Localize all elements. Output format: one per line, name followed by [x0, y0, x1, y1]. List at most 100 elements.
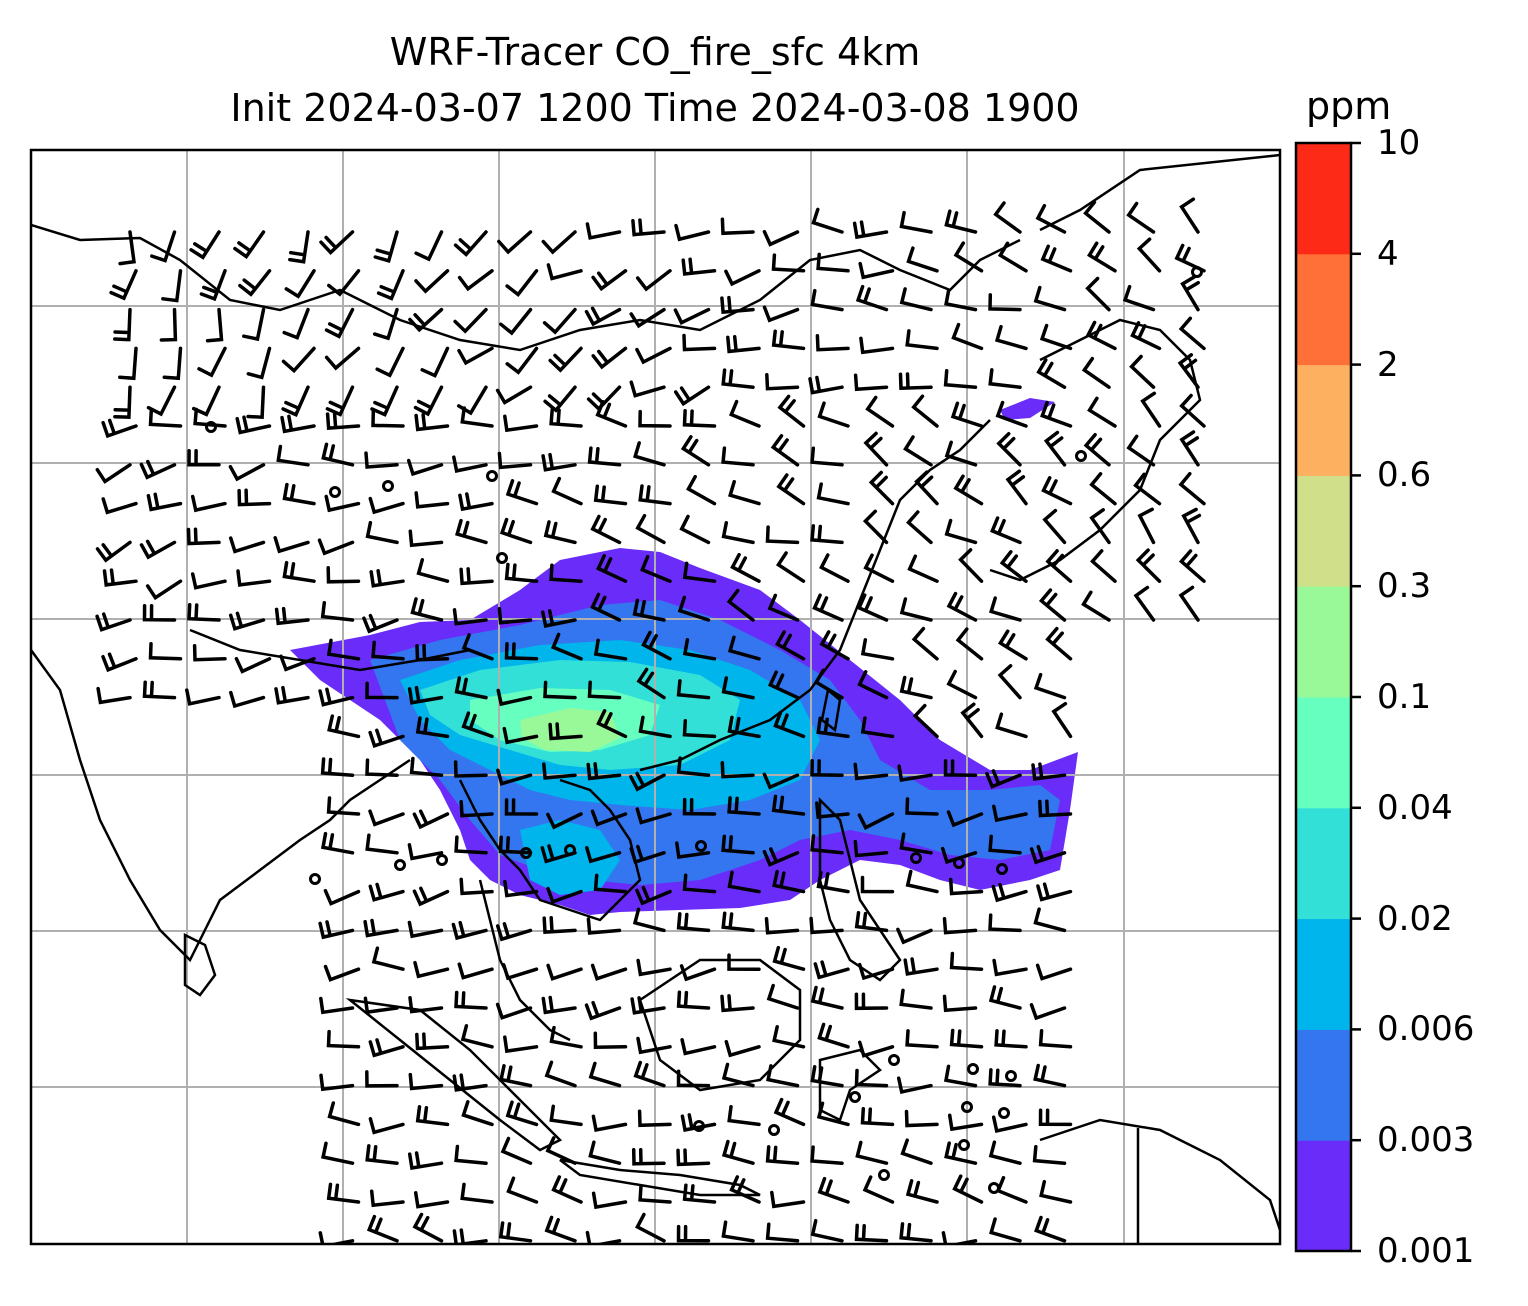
wind-barb — [635, 807, 672, 825]
wind-barb — [868, 470, 895, 506]
wind-barb — [635, 513, 666, 545]
wind-barb — [457, 269, 494, 292]
wind-barb — [816, 482, 850, 506]
wind-barb — [327, 1101, 361, 1127]
wind-barb — [407, 685, 444, 705]
wind-barb — [727, 870, 761, 894]
wind-barb — [323, 964, 361, 982]
wind-barb — [767, 670, 800, 700]
colorbar-tick-label: 10 — [1377, 123, 1421, 163]
wind-barb — [810, 524, 844, 545]
wind-barb — [862, 1175, 895, 1204]
wind-barb — [101, 418, 138, 439]
wind-barb — [408, 995, 444, 1014]
wind-barb — [631, 1147, 666, 1166]
wind-barb — [369, 1189, 405, 1208]
wind-barb — [497, 230, 533, 255]
wind-barb — [321, 1141, 355, 1165]
wind-barb — [905, 1029, 939, 1049]
wind-barb — [899, 287, 933, 312]
wind-barb — [727, 953, 761, 971]
wind-barb — [1177, 353, 1200, 389]
wind-barb — [682, 409, 717, 428]
wind-barb — [860, 638, 895, 661]
wind-barb — [495, 922, 533, 942]
wind-barb — [903, 957, 939, 976]
wind-barb — [1083, 200, 1111, 234]
wind-barb — [629, 844, 666, 865]
wind-barb — [1180, 274, 1200, 312]
wind-barb — [591, 346, 628, 370]
wind-barb — [364, 451, 399, 469]
wind-barb — [994, 1029, 1028, 1049]
wind-barb — [238, 269, 272, 297]
wind-barb — [1038, 1028, 1073, 1049]
wind-barb — [988, 834, 1022, 855]
wind-barb — [365, 681, 399, 700]
wind-barb — [414, 412, 450, 432]
wind-barb — [857, 812, 895, 830]
wind-barb — [943, 1064, 978, 1088]
wind-barb — [638, 484, 672, 506]
wind-barb — [905, 797, 939, 816]
wind-barb — [903, 435, 933, 467]
wind-barb — [368, 1038, 405, 1058]
wind-barb — [991, 1115, 1028, 1133]
wind-barb — [284, 269, 316, 299]
wind-barb — [412, 809, 450, 830]
wind-barb — [816, 716, 850, 739]
wind-barb — [288, 230, 310, 264]
wind-barb — [499, 517, 533, 545]
wind-barb — [139, 459, 177, 480]
wind-barb — [371, 946, 405, 971]
wind-barb — [995, 400, 1028, 428]
wind-barb — [368, 496, 405, 515]
wind-barb — [593, 638, 628, 661]
wind-barb — [454, 1144, 488, 1165]
wind-barb — [455, 518, 488, 545]
wind-barb — [368, 809, 405, 827]
wind-barb — [942, 994, 978, 1013]
wind-barb — [952, 1174, 984, 1204]
wind-barb — [1040, 400, 1073, 428]
wind-barb — [1130, 321, 1162, 351]
wind-barb — [324, 307, 355, 339]
wind-barb — [497, 451, 533, 470]
wind-barb — [682, 873, 717, 894]
wind-barb — [896, 927, 933, 945]
wind-barb — [686, 474, 717, 506]
wind-barb — [363, 918, 399, 938]
wind-barb — [904, 1109, 939, 1128]
wind-barb — [1045, 549, 1073, 583]
wind-barb — [906, 246, 939, 273]
wind-barb — [771, 253, 806, 273]
wind-barb — [635, 885, 672, 906]
wind-barb — [766, 1064, 800, 1088]
wind-barb — [673, 307, 711, 326]
wind-barb — [988, 293, 1022, 312]
wind-barb — [629, 771, 666, 792]
wind-barb — [899, 832, 933, 855]
wind-barb — [724, 1039, 761, 1058]
wind-barb — [958, 548, 984, 583]
wind-barb — [775, 551, 806, 583]
wind-barb — [1179, 393, 1206, 428]
wind-barb — [495, 385, 533, 405]
wind-barb — [816, 252, 850, 273]
wind-barb — [326, 638, 361, 661]
wind-barb — [721, 1220, 755, 1243]
colorbar-units: ppm — [1306, 84, 1392, 128]
wind-barb — [1029, 1003, 1067, 1021]
wind-barb — [189, 230, 221, 260]
wind-barb — [992, 804, 1028, 823]
wind-barb — [944, 288, 978, 312]
wind-barb — [762, 229, 800, 247]
wind-barb — [762, 305, 800, 323]
wind-barb — [855, 1140, 889, 1165]
wind-barb — [905, 869, 939, 894]
wind-barb — [762, 772, 800, 790]
wind-barb — [860, 1106, 895, 1127]
wind-barb — [857, 962, 895, 981]
wind-barb — [190, 494, 227, 513]
